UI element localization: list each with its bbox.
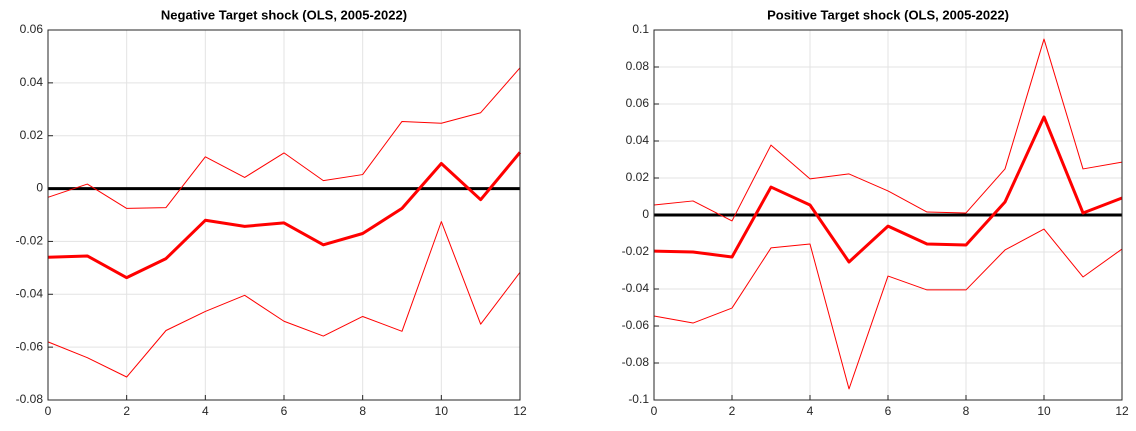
series-line xyxy=(653,115,1123,264)
x-tick-label: 0 xyxy=(651,404,658,418)
y-tick-label: 0 xyxy=(642,207,649,221)
series-line xyxy=(47,221,521,378)
x-tick-label: 10 xyxy=(435,404,449,418)
y-tick-label: -0.02 xyxy=(16,234,44,248)
x-tick-label: 8 xyxy=(963,404,970,418)
x-tick-label: 10 xyxy=(1037,404,1051,418)
axes-box xyxy=(47,29,521,401)
y-tick-label: 0.06 xyxy=(626,96,650,110)
series-line xyxy=(653,38,1123,222)
y-tick-label: 0.08 xyxy=(626,59,650,73)
x-tick-label: 2 xyxy=(729,404,736,418)
x-tick-label: 12 xyxy=(1115,404,1129,418)
x-tick-label: 4 xyxy=(202,404,209,418)
x-tick-label: 12 xyxy=(513,404,527,418)
x-tick-label: 4 xyxy=(807,404,814,418)
y-tick-label: -0.08 xyxy=(16,392,44,406)
y-tick-label: -0.02 xyxy=(622,244,650,258)
series-line xyxy=(47,151,522,280)
y-tick-label: -0.04 xyxy=(622,281,650,295)
y-tick-label: 0.04 xyxy=(20,75,44,89)
y-tick-label: -0.06 xyxy=(622,318,650,332)
x-tick-label: 2 xyxy=(123,404,130,418)
x-tick-label: 6 xyxy=(885,404,892,418)
x-tick-label: 0 xyxy=(45,404,52,418)
y-tick-label: -0.1 xyxy=(628,392,649,406)
axes-box xyxy=(653,29,1123,401)
y-tick-label: -0.08 xyxy=(622,355,650,369)
y-tick-label: 0.02 xyxy=(20,128,44,142)
y-tick-label: 0.1 xyxy=(632,22,649,36)
chart-title: Positive Target shock (OLS, 2005-2022) xyxy=(767,7,1009,22)
series-line xyxy=(653,228,1123,390)
x-tick-label: 8 xyxy=(359,404,366,418)
chart-title: Negative Target shock (OLS, 2005-2022) xyxy=(161,7,407,22)
y-tick-label: -0.04 xyxy=(16,286,44,300)
y-tick-label: 0 xyxy=(36,181,43,195)
y-tick-label: 0.04 xyxy=(626,133,650,147)
x-tick-label: 6 xyxy=(281,404,288,418)
y-tick-label: -0.06 xyxy=(16,339,44,353)
y-tick-label: 0.06 xyxy=(20,22,44,36)
y-tick-label: 0.02 xyxy=(626,170,650,184)
series-line xyxy=(47,67,521,209)
